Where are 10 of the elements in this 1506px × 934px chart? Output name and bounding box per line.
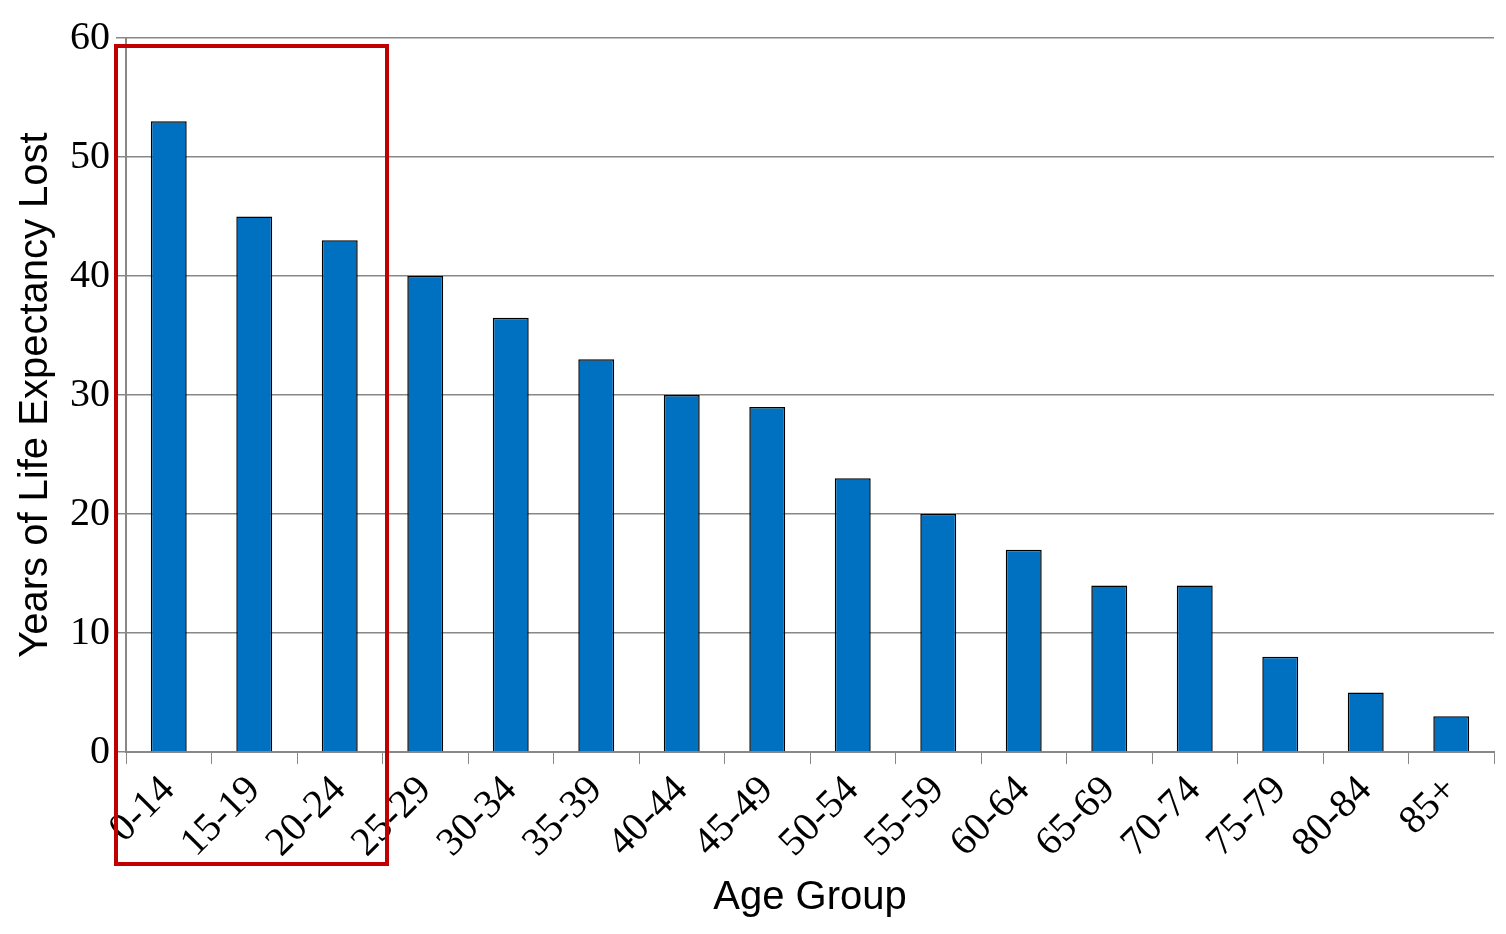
x-axis-title: Age Group (713, 873, 907, 918)
y-tick-label: 60 (70, 12, 110, 58)
x-tick-label: 85+ (1388, 766, 1466, 843)
y-tick-label: 0 (90, 726, 110, 772)
y-tick-label: 20 (70, 488, 110, 534)
y-tick-label: 50 (70, 131, 110, 177)
y-axis-title: Years of Life Expectancy Lost (11, 132, 56, 658)
y-tick-label: 30 (70, 369, 110, 415)
y-tick-label: 10 (70, 607, 110, 653)
y-tick-label: 40 (70, 250, 110, 296)
